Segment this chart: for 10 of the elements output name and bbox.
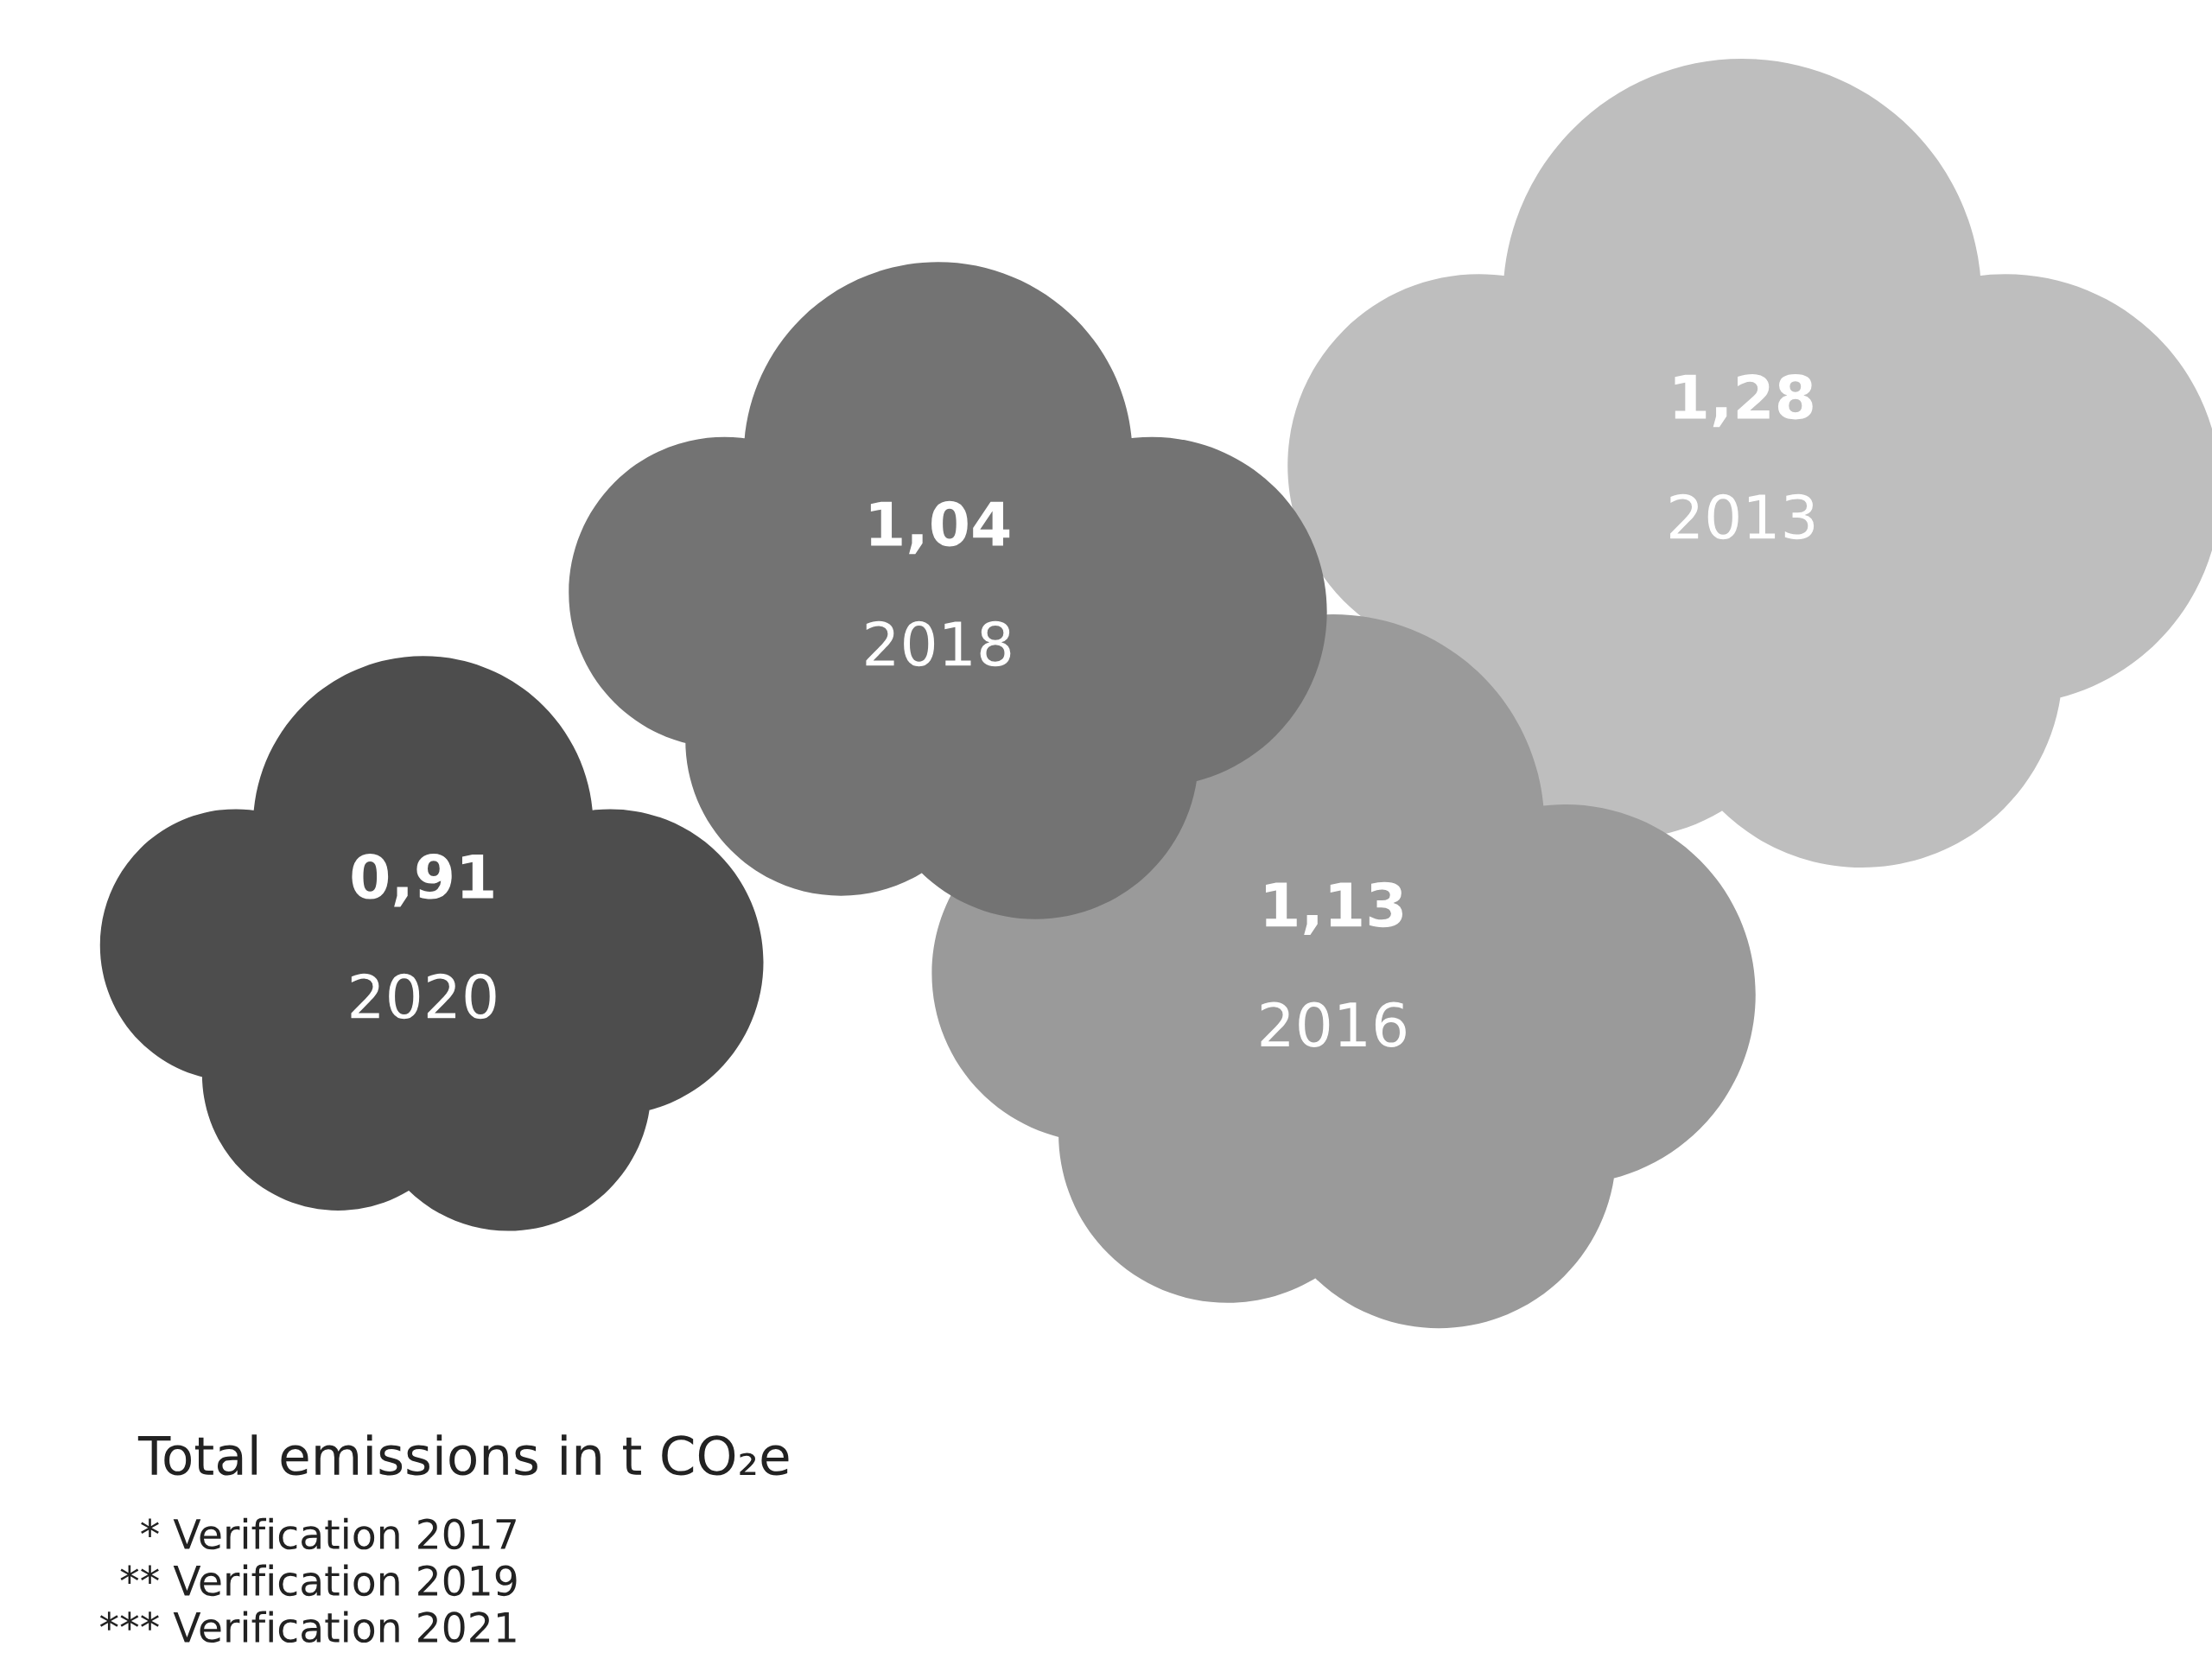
- text: ** Verification 2019: [120, 1564, 517, 1597]
- data-label: 0,91: [352, 854, 493, 907]
- text: * Verification 2017: [141, 1517, 516, 1550]
- data-label: 1,04: [870, 500, 1010, 555]
- category-label: 2018: [866, 620, 1011, 667]
- category-label: 2020: [351, 973, 496, 1020]
- category-label: 2016: [1261, 1001, 1406, 1047]
- text: Total emissions in t CO₂e: [137, 1434, 789, 1476]
- text: *** Verification 2021: [99, 1611, 516, 1643]
- data-label: 1,13: [1266, 881, 1403, 936]
